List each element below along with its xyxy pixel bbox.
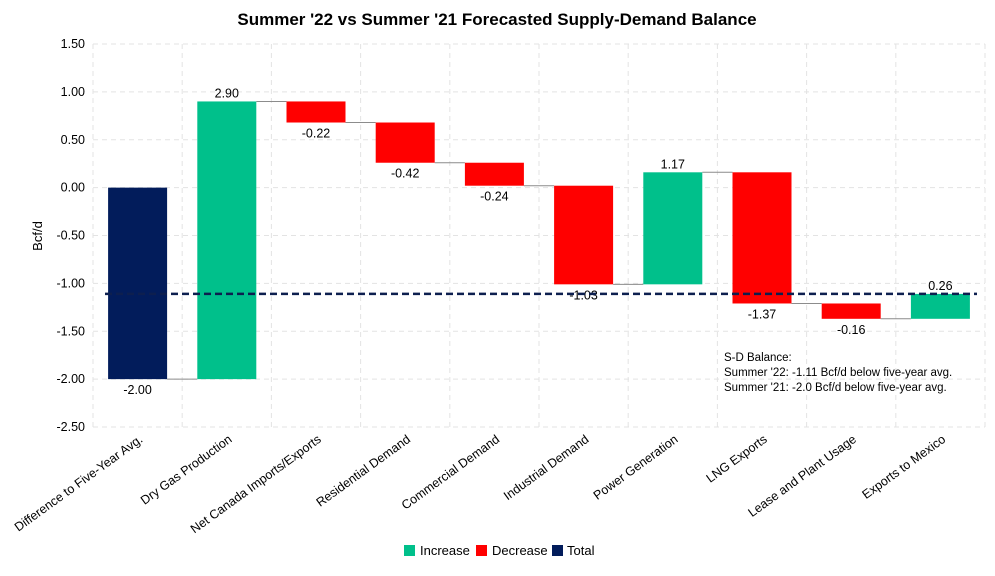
- y-tick-label: 1.50: [61, 37, 85, 51]
- bar-total: [108, 187, 168, 380]
- legend-swatch-total: [552, 545, 563, 556]
- bars: [108, 101, 970, 380]
- legend-swatch-increase: [404, 545, 415, 556]
- legend-label-total: Total: [567, 543, 595, 558]
- data-label: -0.16: [837, 323, 866, 337]
- y-axis-ticks: 1.50 1.00 0.50 0.00 -0.50 -1.00 -1.50 -2.00 -2.5…: [57, 37, 86, 434]
- x-category-label: Power Generation: [591, 432, 681, 503]
- data-label: -2.00: [123, 383, 152, 397]
- data-labels: -2.00 2.90 -0.22 -0.42 -0.24 -1.03 1.17 -1.37 -0…: [123, 86, 952, 397]
- x-category-label: Difference to Five-Year Avg.: [12, 432, 145, 534]
- annotation-line-1: S-D Balance:: [724, 352, 792, 364]
- x-category-label: Exports to Mexico: [860, 432, 949, 502]
- x-category-label: Industrial Demand: [501, 432, 591, 503]
- data-label: 1.17: [661, 157, 685, 171]
- y-tick-label: -2.50: [57, 420, 86, 434]
- bar-decrease: [375, 122, 435, 163]
- y-tick-label: -1.50: [57, 324, 86, 338]
- y-tick-label: -2.00: [57, 372, 86, 386]
- data-label: 2.90: [215, 86, 239, 100]
- bar-decrease: [732, 172, 792, 304]
- x-axis-categories: Difference to Five-Year Avg.Dry Gas Prod…: [12, 432, 948, 536]
- bar-increase: [643, 172, 703, 285]
- data-label: -1.37: [748, 307, 777, 321]
- y-tick-label: -1.00: [57, 276, 86, 290]
- x-category-label: Dry Gas Production: [138, 432, 235, 507]
- connectors: [167, 100, 911, 380]
- bar-decrease: [286, 101, 346, 123]
- y-tick-label: 0.00: [61, 181, 85, 195]
- annotation-line-2: Summer '22: -1.11 Bcf/d below five-year …: [724, 367, 952, 379]
- data-label: 0.26: [928, 279, 952, 293]
- bar-decrease: [821, 303, 881, 319]
- legend-label-decrease: Decrease: [492, 543, 548, 558]
- annotation-line-3: Summer '21: -2.0 Bcf/d below five-year a…: [724, 382, 947, 394]
- data-label: -0.42: [391, 167, 420, 181]
- y-tick-label: -0.50: [57, 229, 86, 243]
- x-category-label: LNG Exports: [704, 432, 770, 485]
- chart-title: Summer '22 vs Summer '21 Forecasted Supp…: [237, 10, 756, 29]
- y-axis-label: Bcf/d: [30, 221, 45, 251]
- y-tick-label: 0.50: [61, 133, 85, 147]
- data-label: -1.03: [569, 288, 598, 302]
- legend: Increase Decrease Total: [404, 543, 595, 558]
- data-label: -0.22: [302, 127, 331, 141]
- annotation-box: S-D Balance: Summer '22: -1.11 Bcf/d bel…: [724, 352, 952, 394]
- legend-label-increase: Increase: [420, 543, 470, 558]
- bar-decrease: [554, 185, 614, 285]
- bar-increase: [910, 293, 970, 319]
- legend-swatch-decrease: [476, 545, 487, 556]
- y-tick-label: 1.00: [61, 85, 85, 99]
- data-label: -0.24: [480, 190, 509, 204]
- x-category-label: Residential Demand: [314, 432, 413, 510]
- bar-decrease: [464, 162, 524, 186]
- x-category-label: Commercial Demand: [399, 432, 502, 512]
- bar-increase: [197, 101, 257, 380]
